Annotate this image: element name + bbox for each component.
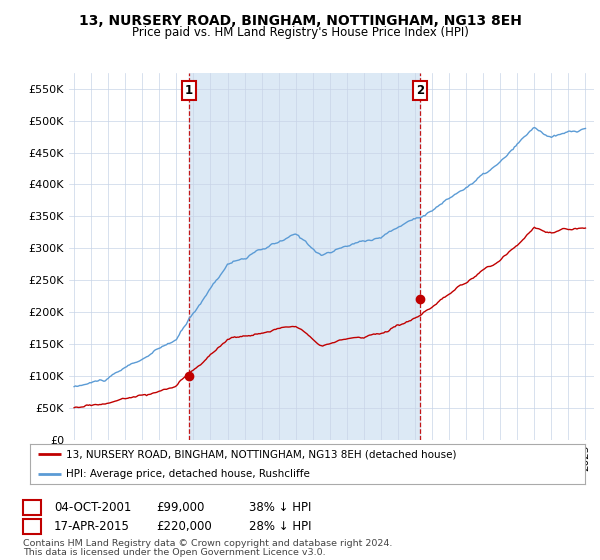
- Text: HPI: Average price, detached house, Rushcliffe: HPI: Average price, detached house, Rush…: [66, 469, 310, 479]
- Text: 13, NURSERY ROAD, BINGHAM, NOTTINGHAM, NG13 8EH: 13, NURSERY ROAD, BINGHAM, NOTTINGHAM, N…: [79, 14, 521, 28]
- Text: Price paid vs. HM Land Registry's House Price Index (HPI): Price paid vs. HM Land Registry's House …: [131, 26, 469, 39]
- Text: 28% ↓ HPI: 28% ↓ HPI: [249, 520, 311, 533]
- Text: 38% ↓ HPI: 38% ↓ HPI: [249, 501, 311, 514]
- Text: £220,000: £220,000: [156, 520, 212, 533]
- Text: 1: 1: [28, 501, 36, 514]
- Text: 1: 1: [185, 84, 193, 97]
- Text: This data is licensed under the Open Government Licence v3.0.: This data is licensed under the Open Gov…: [23, 548, 325, 557]
- Text: 04-OCT-2001: 04-OCT-2001: [54, 501, 131, 514]
- Text: 13, NURSERY ROAD, BINGHAM, NOTTINGHAM, NG13 8EH (detached house): 13, NURSERY ROAD, BINGHAM, NOTTINGHAM, N…: [66, 449, 457, 459]
- Text: 17-APR-2015: 17-APR-2015: [54, 520, 130, 533]
- Text: 2: 2: [416, 84, 424, 97]
- Text: £99,000: £99,000: [156, 501, 205, 514]
- Text: 2: 2: [28, 520, 36, 533]
- Text: Contains HM Land Registry data © Crown copyright and database right 2024.: Contains HM Land Registry data © Crown c…: [23, 539, 392, 548]
- Bar: [189, 73, 420, 440]
